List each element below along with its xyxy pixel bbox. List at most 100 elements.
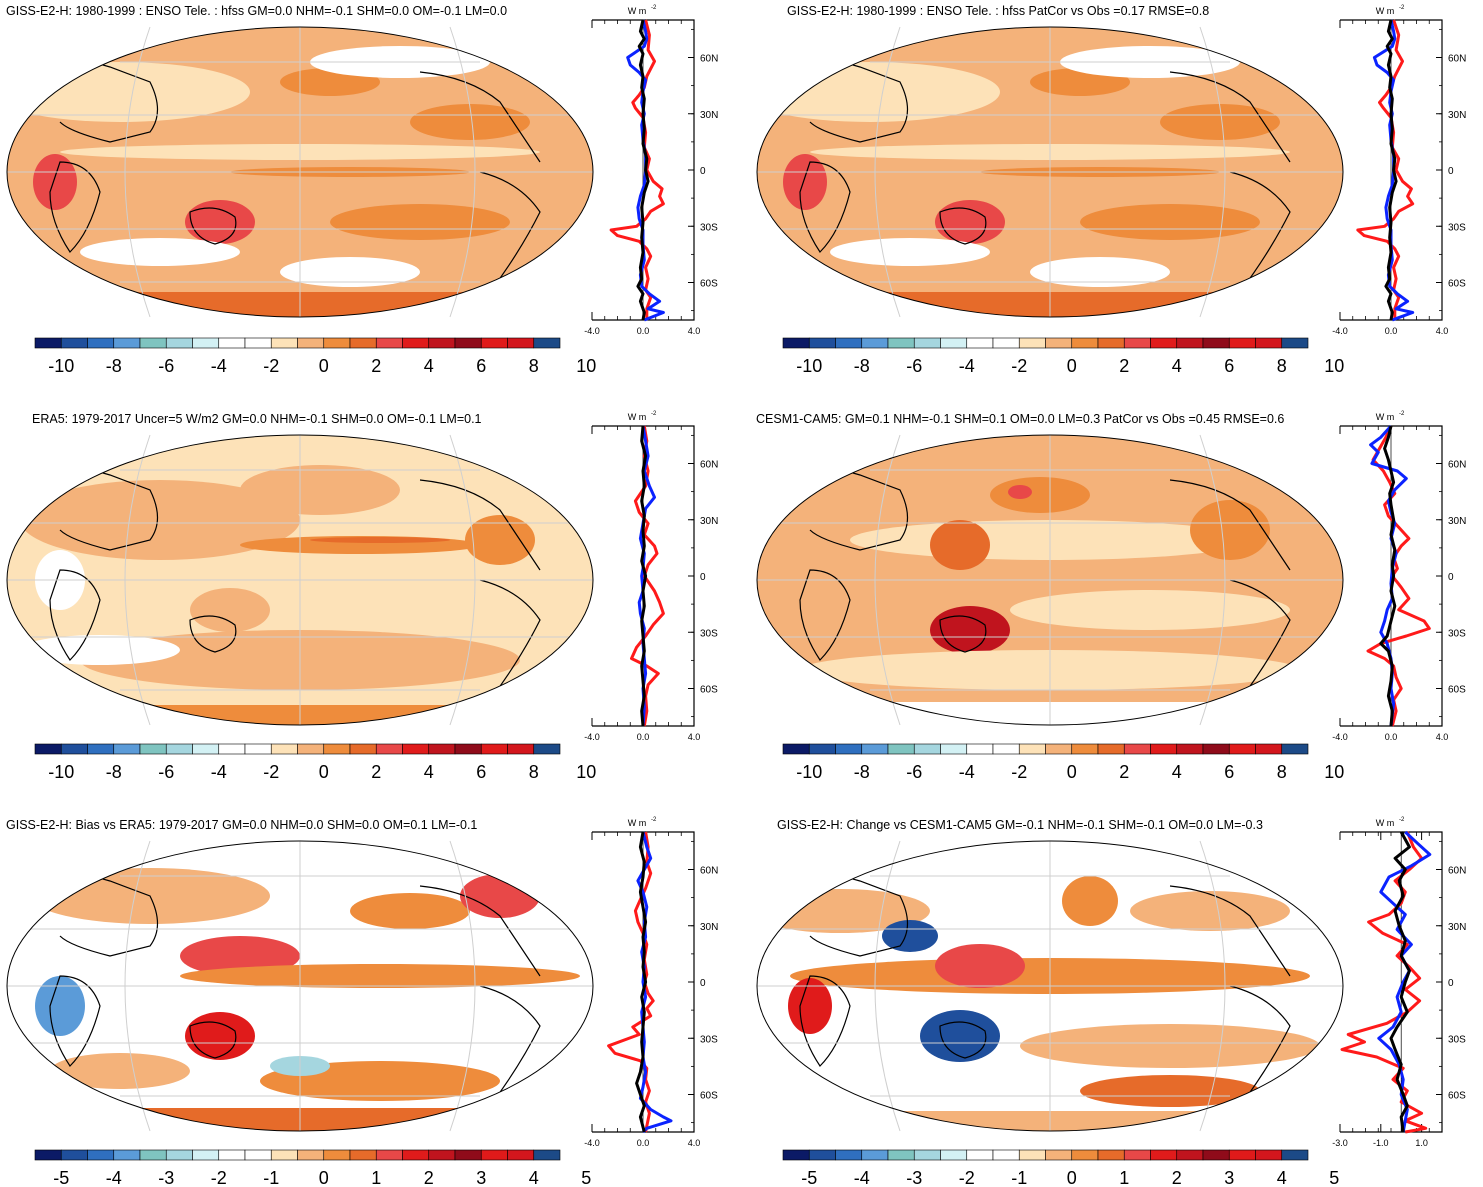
colorbar-1-cell <box>375 337 403 349</box>
colorbar-5-tick-label: 5 <box>581 1168 591 1187</box>
colorbar-4-cell <box>835 743 863 755</box>
zonal-5-y-tick-label: 30S <box>700 1034 718 1045</box>
zonal-mean-plot-3: W m -2 -4.0 0.0 4.0 60N 30N 0 30S 60S <box>584 411 718 742</box>
colorbar-4-cell <box>940 743 968 755</box>
colorbar-2-tick-label: -2 <box>1011 356 1027 376</box>
colorbar-1-tick-label: -2 <box>263 356 279 376</box>
colorbar-4-cell <box>1097 743 1125 755</box>
zonal-1-y-tick-label: 30N <box>700 110 718 121</box>
colorbar-4-cell <box>887 743 915 755</box>
zonal-1-unit-exponent: -2 <box>651 5 657 11</box>
colorbar-6-tick-label: -3 <box>906 1168 922 1187</box>
colorbar-6-cell <box>1176 1149 1204 1161</box>
colorbar-4-tick-label: -8 <box>854 762 870 782</box>
colorbar-3-cell <box>165 743 193 755</box>
colorbar-3-tick-label: 2 <box>371 762 381 782</box>
colorbar-4-cell <box>1255 743 1283 755</box>
colorbar-3-cell <box>87 743 115 755</box>
colorbar-6-tick-label: -2 <box>959 1168 975 1187</box>
colorbar-5-tick-label: -5 <box>53 1168 69 1187</box>
zonal-5-y-tick-label: 60S <box>700 1091 718 1102</box>
colorbar-1: -10 -8 -6 -4 -2 0 2 4 6 8 10 <box>34 337 596 376</box>
colorbar-4-tick-label: 6 <box>1224 762 1234 782</box>
colorbar-6-cell <box>1202 1149 1230 1161</box>
zonal-3-series-red <box>630 425 665 727</box>
colorbar-2-cell <box>1281 337 1309 349</box>
colorbar-1-tick-label: 8 <box>529 356 539 376</box>
colorbar-5-cell <box>192 1149 220 1161</box>
zonal-3-x-tick-label: 4.0 <box>688 732 701 742</box>
zonal-4-series-red <box>1366 425 1431 727</box>
colorbar-5-cell <box>297 1149 325 1161</box>
colorbar-4-cell <box>1281 743 1309 755</box>
zonal-6-series-red <box>1340 831 1428 1134</box>
zonal-6-unit-exponent: -2 <box>1399 817 1405 823</box>
zonal-5-y-tick-label: 30N <box>700 922 718 933</box>
zonal-6-x-tick-label: -3.0 <box>1332 1138 1348 1148</box>
colorbar-6-cell <box>940 1149 968 1161</box>
zonal-2-series-black <box>1384 19 1398 321</box>
zonal-6-y-tick-label: 60N <box>1448 866 1466 877</box>
colorbar-5-cell <box>480 1149 508 1161</box>
zonal-1-x-tick-label: 4.0 <box>688 326 701 336</box>
map-title-5: GISS-E2-H: Bias vs ERA5: 1979-2017 GM=0.… <box>6 818 478 832</box>
colorbar-1-tick-label: -8 <box>106 356 122 376</box>
colorbar-6-cell <box>1071 1149 1099 1161</box>
colorbar-4-tick-label: 2 <box>1119 762 1129 782</box>
colorbar-5-cell <box>507 1149 535 1161</box>
colorbar-3-cell <box>480 743 508 755</box>
zonal-2-y-tick-label: 0 <box>1448 166 1454 177</box>
colorbar-5-cell <box>165 1149 193 1161</box>
zonal-5-series-black <box>635 831 648 1133</box>
colorbar-2-cell <box>1045 337 1073 349</box>
zonal-5-x-tick-label: 0.0 <box>637 1138 650 1148</box>
colorbar-1-cell <box>113 337 141 349</box>
colorbar-1-cell <box>244 337 272 349</box>
colorbar-1-cell <box>454 337 482 349</box>
colorbar-5-tick-label: 2 <box>424 1168 434 1187</box>
zonal-4-y-tick-label: 60S <box>1448 685 1466 696</box>
zonal-5-x-tick-label: 4.0 <box>688 1138 701 1148</box>
colorbar-1-cell <box>402 337 430 349</box>
colorbar-2-tick-label: -10 <box>796 356 822 376</box>
colorbar-1-tick-label: 4 <box>424 356 434 376</box>
colorbar-2-cell <box>1176 337 1204 349</box>
zonal-3-unit-exponent: -2 <box>651 411 657 417</box>
zonal-mean-plot-4: W m -2 -4.0 0.0 4.0 60N 30N 0 30S 60S <box>1332 411 1466 742</box>
colorbar-2-cell <box>887 337 915 349</box>
colorbar-6-tick-label: 1 <box>1119 1168 1129 1187</box>
colorbar-4-cell <box>1071 743 1099 755</box>
colorbar-5-cell <box>270 1149 298 1161</box>
colorbar-2-tick-label: -4 <box>959 356 975 376</box>
zonal-6-x-tick-label: -1.0 <box>1373 1138 1389 1148</box>
zonal-2-unit-exponent: -2 <box>1399 5 1405 11</box>
colorbar-6-cell <box>861 1149 889 1161</box>
colorbar-1-cell <box>270 337 298 349</box>
zonal-1-y-tick-label: 0 <box>700 166 706 177</box>
colorbar-6-cell <box>782 1149 810 1161</box>
zonal-1-y-tick-label: 60N <box>700 54 718 65</box>
zonal-4-y-tick-label: 0 <box>1448 572 1454 583</box>
colorbar-3-cell <box>139 743 167 755</box>
colorbar-1-cell <box>218 337 246 349</box>
zonal-5-y-tick-label: 60N <box>700 866 718 877</box>
colorbar-3-cell <box>60 743 88 755</box>
colorbar-1-tick-label: 2 <box>371 356 381 376</box>
colorbar-6-cell <box>966 1149 994 1161</box>
colorbar-4-tick-label: -10 <box>796 762 822 782</box>
zonal-4-x-tick-label: 4.0 <box>1436 732 1449 742</box>
colorbar-1-cell <box>323 337 351 349</box>
colorbar-5-tick-label: 0 <box>319 1168 329 1187</box>
colorbar-2-cell <box>1202 337 1230 349</box>
colorbar-2-cell <box>1018 337 1046 349</box>
colorbar-4-cell <box>1202 743 1230 755</box>
zonal-1-y-tick-label: 60S <box>700 279 718 290</box>
colorbar-4-cell <box>808 743 836 755</box>
colorbar-4-cell <box>1018 743 1046 755</box>
colorbar-3-tick-label: -2 <box>263 762 279 782</box>
colorbar-6-tick-label: 0 <box>1067 1168 1077 1187</box>
zonal-5-unit-exponent: -2 <box>651 817 657 823</box>
map-panel-3 <box>6 434 594 726</box>
colorbar-5-tick-label: 4 <box>529 1168 539 1187</box>
colorbar-1-cell <box>139 337 167 349</box>
